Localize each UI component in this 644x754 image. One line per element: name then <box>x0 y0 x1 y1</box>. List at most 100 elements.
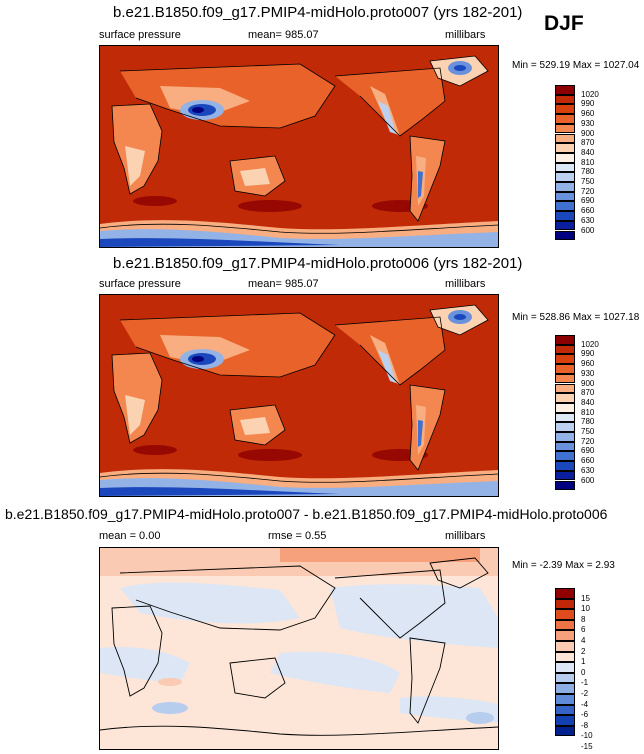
panel2-map-svg <box>100 295 498 496</box>
colorbar-tick-label: 840 <box>581 397 595 407</box>
colorbar-cell <box>555 104 575 115</box>
colorbar-tick-label: 6 <box>581 625 586 635</box>
colorbar-cell <box>555 344 575 355</box>
colorbar-tick-label: -2 <box>581 689 589 698</box>
colorbar-cell <box>555 162 575 173</box>
colorbar-tick-label: -6 <box>581 710 589 720</box>
panel3-rmse-label: rmse = 0.55 <box>268 530 327 542</box>
colorbar-tick-label: 15 <box>581 593 590 603</box>
colorbar-tick-label: 960 <box>581 109 595 119</box>
colorbar-cell <box>555 683 575 694</box>
colorbar-tick-label: 690 <box>581 446 595 456</box>
colorbar-tick-label: 960 <box>581 359 595 369</box>
colorbar-cell <box>555 725 575 737</box>
colorbar-cell <box>555 373 575 384</box>
colorbar-cell <box>555 641 575 652</box>
colorbar-cell <box>555 393 575 403</box>
colorbar-cell <box>555 335 575 345</box>
colorbar-cell <box>555 619 575 631</box>
colorbar-cell <box>555 451 575 462</box>
colorbar-cell <box>555 172 575 182</box>
colorbar-cell <box>555 143 575 153</box>
colorbar-cell <box>555 588 575 599</box>
colorbar-cell <box>555 432 575 442</box>
colorbar-cell <box>555 220 575 231</box>
colorbar-cell <box>555 422 575 432</box>
panel1-map-svg <box>100 46 498 247</box>
colorbar-cell <box>555 230 575 241</box>
colorbar-tick-label: 4 <box>581 636 586 645</box>
panel3-map <box>99 547 499 750</box>
colorbar-cell <box>555 651 575 663</box>
colorbar-tick-label: -1 <box>581 678 589 688</box>
panel2-map <box>99 294 499 497</box>
colorbar-tick-label: 930 <box>581 368 595 378</box>
colorbar-tick-label: 720 <box>581 186 595 196</box>
colorbar-cell <box>555 598 575 610</box>
panel2-variable-label: surface pressure <box>99 278 181 290</box>
panel2-units-label: millibars <box>445 278 486 290</box>
colorbar-tick-label: 810 <box>581 407 595 417</box>
colorbar-cell <box>555 383 575 394</box>
colorbar-tick-label: 840 <box>581 147 595 157</box>
colorbar-cell <box>555 211 575 221</box>
colorbar-cell <box>555 364 575 374</box>
colorbar-cell <box>555 133 575 144</box>
panel1-variable-label: surface pressure <box>99 29 181 41</box>
panel3-units-label: millibars <box>445 530 486 542</box>
panel2-minmax: Min = 528.86 Max = 1027.18 <box>512 312 640 323</box>
colorbar-tick-label: -15 <box>581 742 593 751</box>
colorbar-cell <box>555 630 575 641</box>
colorbar-cell <box>555 94 575 105</box>
panel3-minmax: Min = -2.39 Max = 2.93 <box>512 560 615 571</box>
colorbar-tick-label: 930 <box>581 118 595 128</box>
colorbar-cell <box>555 704 575 716</box>
colorbar-tick-label: -8 <box>581 720 589 730</box>
colorbar-tick-label: 660 <box>581 206 595 216</box>
colorbar-cell <box>555 609 575 620</box>
colorbar-cell <box>555 461 575 471</box>
panel1-minmax: Min = 529.19 Max = 1027.04 <box>512 60 640 71</box>
panel2-title: b.e21.B1850.f09_g17.PMIP4-midHolo.proto0… <box>113 255 523 272</box>
colorbar-cell <box>555 201 575 212</box>
colorbar-cell <box>555 354 575 365</box>
colorbar-tick-label: 900 <box>581 378 595 388</box>
colorbar-cell <box>555 441 575 452</box>
colorbar-cell <box>555 480 575 491</box>
colorbar-cell <box>555 182 575 192</box>
colorbar-tick-label: 1 <box>581 657 586 667</box>
colorbar-tick-label: 660 <box>581 456 595 466</box>
colorbar-tick-label: 810 <box>581 157 595 167</box>
season-label: DJF <box>544 12 584 35</box>
panel3-mean-label: mean = 0.00 <box>99 530 161 542</box>
panel3-title: b.e21.B1850.f09_g17.PMIP4-midHolo.proto0… <box>5 506 608 522</box>
panel1-map <box>99 45 499 248</box>
colorbar-tick-label: 870 <box>581 388 595 398</box>
panel3-map-svg <box>100 548 498 749</box>
colorbar-cell <box>555 672 575 684</box>
colorbar-tick-label: 630 <box>581 215 595 225</box>
colorbar-tick-label: 10 <box>581 604 590 614</box>
colorbar-tick-label: 690 <box>581 196 595 206</box>
colorbar-tick-label: 600 <box>581 225 595 235</box>
colorbar-tick-label: 630 <box>581 465 595 475</box>
colorbar-tick-label: 1020 <box>581 339 599 349</box>
colorbar-tick-label: 780 <box>581 417 595 427</box>
colorbar-tick-label: -10 <box>581 731 593 741</box>
colorbar-tick-label: 750 <box>581 177 595 186</box>
colorbar-cell <box>555 470 575 481</box>
panel1-title: b.e21.B1850.f09_g17.PMIP4-midHolo.proto0… <box>113 4 523 21</box>
colorbar-tick-label: 870 <box>581 138 595 148</box>
panel1-units-label: millibars <box>445 29 486 41</box>
colorbar-tick-label: 1020 <box>581 89 599 99</box>
colorbar-cell <box>555 715 575 726</box>
colorbar-tick-label: 750 <box>581 427 595 436</box>
colorbar-tick-label: 600 <box>581 475 595 485</box>
colorbar-tick-label: -4 <box>581 699 589 709</box>
colorbar-tick-label: 8 <box>581 614 586 624</box>
colorbar-cell <box>555 191 575 202</box>
colorbar-tick-label: 0 <box>581 667 586 677</box>
colorbar-cell <box>555 114 575 124</box>
colorbar-tick-label: 780 <box>581 167 595 177</box>
colorbar-cell <box>555 402 575 413</box>
